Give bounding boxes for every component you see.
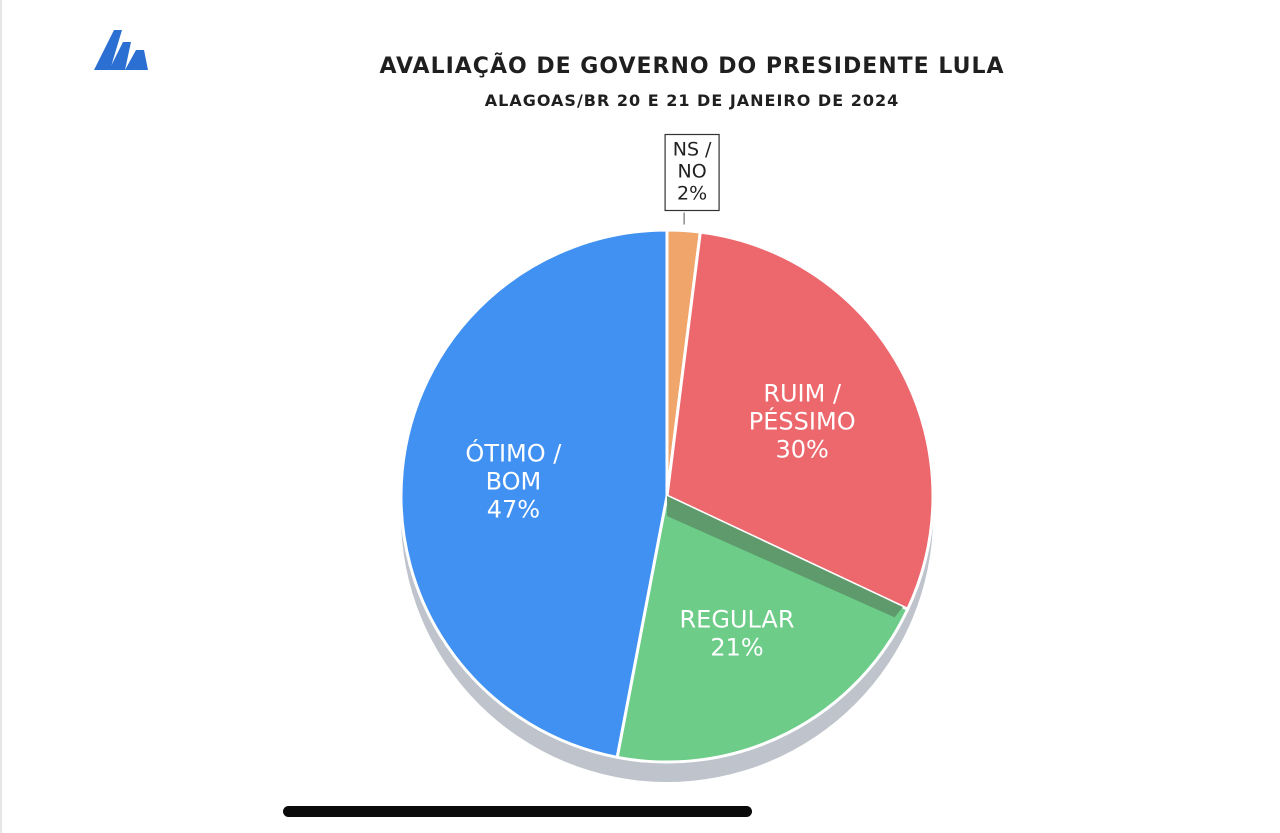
chart-subtitle: ALAGOAS/BR 20 E 21 DE JANEIRO DE 2024 [484, 91, 900, 110]
slice-label-otimo-bom: ÓTIMO / BOM 47% [465, 438, 562, 524]
brand-logo-icon [94, 30, 148, 70]
logo-bar-2 [109, 42, 131, 70]
pie-slice-otimo-bom [399, 228, 669, 759]
page-left-edge [0, 0, 2, 833]
slice-label-ns-no: NS / NO 2% [673, 139, 712, 205]
slice-label-ruim-pessimo: RUIM / PÉSSIMO 30% [749, 380, 856, 464]
slice-label-regular: REGULAR 21% [679, 606, 794, 662]
home-indicator-bar[interactable] [283, 806, 752, 817]
pie-slice-ruim-pessimo [665, 230, 935, 611]
logo-bar-3 [125, 50, 148, 70]
pie-slice-bevel [667, 496, 903, 618]
chart-title: AVALIAÇÃO DE GOVERNO DO PRESIDENTE LULA [379, 54, 1005, 79]
pie-slice-regular [615, 494, 910, 764]
callout-box [664, 133, 720, 212]
logo-bar-1 [94, 30, 122, 70]
